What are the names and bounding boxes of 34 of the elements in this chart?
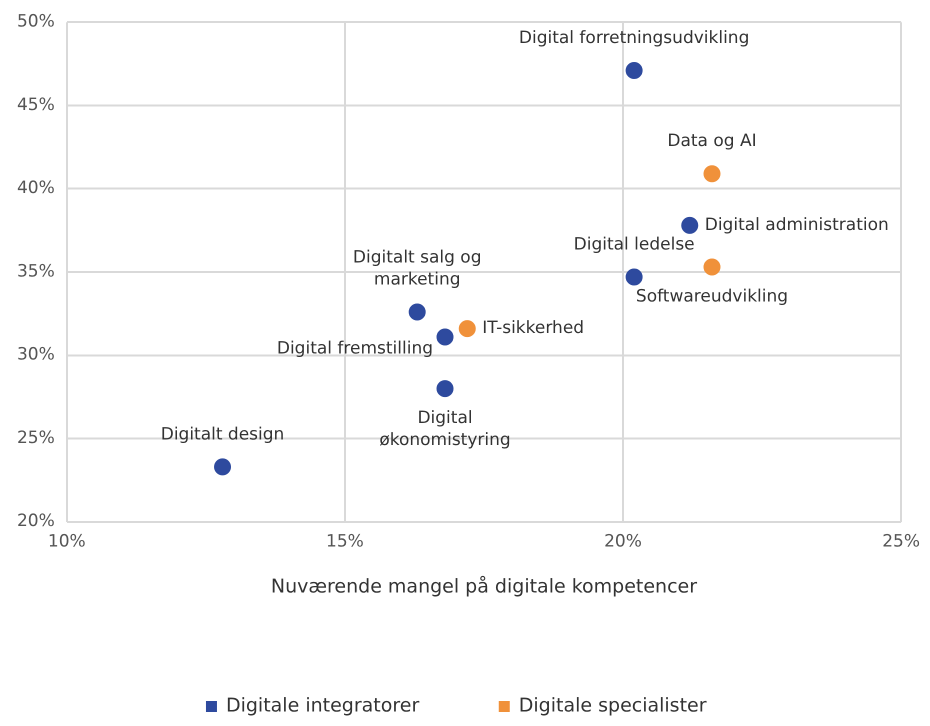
- annotation: Digital ledelse: [574, 234, 695, 254]
- x-axis-title: Nuværende mangel på digitale kompetencer: [270, 576, 698, 598]
- y-tick-label: 45%: [16, 94, 55, 115]
- annotation: Digitalt salg og marketing: [352, 247, 482, 290]
- annotation: IT-sikkerhed: [482, 318, 584, 338]
- point: [458, 320, 476, 338]
- annotation: Digital økonomistyring: [379, 408, 511, 450]
- legend-label: Digitale specialister: [518, 694, 707, 716]
- annotation: Softwareudvikling: [636, 286, 788, 306]
- annotation: Digital fremstilling: [276, 338, 434, 358]
- point: [436, 328, 454, 346]
- y-tick-label: 50%: [16, 12, 55, 32]
- y-tick-label: 20%: [16, 511, 55, 532]
- y-tick-label: 35%: [16, 261, 55, 282]
- x-tick-label: 25%: [882, 531, 920, 552]
- point: [681, 216, 698, 234]
- annotation: Digitalt design: [160, 424, 284, 444]
- x-tick-label: 15%: [326, 531, 364, 552]
- annotation: Digital forretningsudvikling: [518, 28, 750, 48]
- annotation: Data og AI: [667, 131, 757, 152]
- x-tick-label: 10%: [48, 531, 86, 552]
- point: [408, 303, 426, 320]
- legend-label: Digitale integratorer: [226, 694, 420, 716]
- point: [703, 165, 720, 182]
- point: [703, 258, 720, 276]
- y-tick-label: 30%: [16, 344, 55, 365]
- y-tick-label: 25%: [16, 428, 55, 448]
- x-tick-label: 20%: [604, 531, 642, 552]
- annotation: Digital administration: [704, 214, 889, 235]
- point: [436, 380, 454, 398]
- y-tick-label: 40%: [16, 178, 55, 198]
- point: [626, 62, 643, 79]
- point: [214, 458, 232, 476]
- point: [626, 268, 643, 286]
